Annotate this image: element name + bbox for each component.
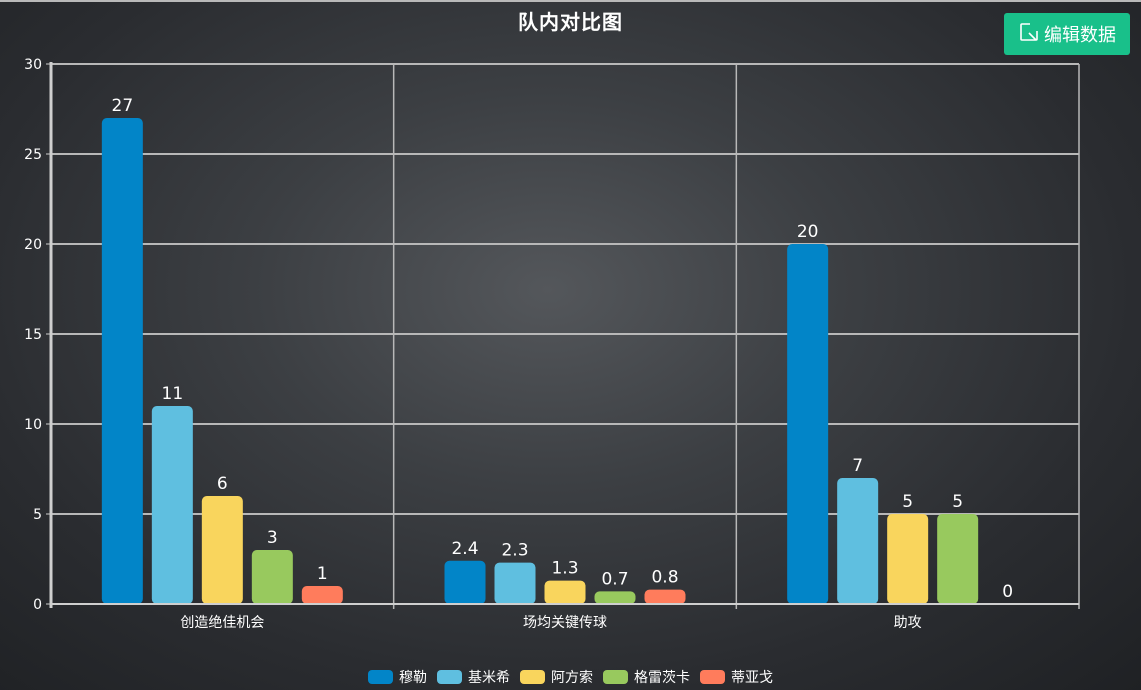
legend-item[interactable]: 穆勒 (368, 667, 427, 687)
chart-title: 队内对比图 (518, 10, 623, 34)
bar-value-label: 0.7 (601, 569, 628, 589)
y-tick-label: 20 (24, 237, 42, 253)
legend-swatch (700, 670, 725, 684)
bar[interactable] (837, 478, 879, 604)
bar[interactable] (937, 514, 979, 604)
legend-swatch (520, 670, 545, 684)
bar[interactable] (494, 562, 536, 604)
y-tick-label: 25 (24, 147, 42, 163)
legend-swatch (368, 670, 393, 684)
bar[interactable] (787, 244, 829, 604)
bar-value-label: 27 (112, 96, 134, 116)
bar[interactable] (151, 406, 193, 604)
chart-legend: 穆勒 基米希 阿方索 格雷茨卡 蒂亚戈 (0, 667, 1141, 687)
bar-value-label: 5 (902, 492, 913, 512)
bar-value-label: 7 (852, 456, 863, 476)
bar[interactable] (887, 514, 929, 604)
x-category-label: 创造绝佳机会 (180, 615, 264, 631)
y-tick-label: 10 (24, 417, 42, 433)
bar-value-label: 1 (317, 564, 328, 584)
bar[interactable] (201, 496, 243, 604)
legend-swatch (603, 670, 628, 684)
legend-label: 穆勒 (399, 670, 427, 686)
bar[interactable] (544, 580, 586, 604)
bar[interactable] (444, 560, 486, 604)
x-category-label: 场均关键传球 (523, 615, 607, 631)
bar[interactable] (101, 118, 143, 604)
bar-value-label: 11 (162, 384, 184, 404)
bar-value-label: 6 (217, 474, 228, 494)
bar-value-label: 2.4 (451, 539, 478, 559)
y-tick-label: 30 (24, 57, 42, 73)
bar[interactable] (594, 591, 636, 604)
legend-swatch (437, 670, 462, 684)
legend-item[interactable]: 基米希 (437, 667, 510, 687)
y-tick-label: 0 (33, 597, 42, 613)
edit-data-label: 编辑数据 (1044, 25, 1116, 46)
bar-value-label: 0.8 (651, 568, 678, 588)
bar[interactable] (644, 589, 686, 604)
bar[interactable] (251, 550, 293, 604)
bar-value-label: 20 (797, 222, 819, 242)
legend-label: 阿方索 (551, 670, 593, 686)
bar-value-label: 3 (267, 528, 278, 548)
bar-value-label: 1.3 (551, 559, 578, 579)
y-tick-label: 15 (24, 327, 42, 343)
bar[interactable] (301, 586, 343, 604)
bar-value-label: 2.3 (501, 541, 528, 561)
legend-label: 蒂亚戈 (731, 670, 773, 686)
bar-value-label: 0 (1002, 582, 1013, 602)
bar-value-label: 5 (952, 492, 963, 512)
y-tick-label: 5 (33, 507, 42, 523)
legend-label: 格雷茨卡 (634, 670, 690, 686)
edit-data-button[interactable]: 编辑数据 (1004, 13, 1130, 55)
x-category-label: 助攻 (894, 615, 922, 631)
legend-label: 基米希 (468, 670, 510, 686)
top-border (0, 0, 1141, 2)
legend-item[interactable]: 阿方索 (520, 667, 593, 687)
edit-icon (1018, 21, 1040, 48)
legend-item[interactable]: 格雷茨卡 (603, 667, 690, 687)
legend-item[interactable]: 蒂亚戈 (700, 667, 773, 687)
